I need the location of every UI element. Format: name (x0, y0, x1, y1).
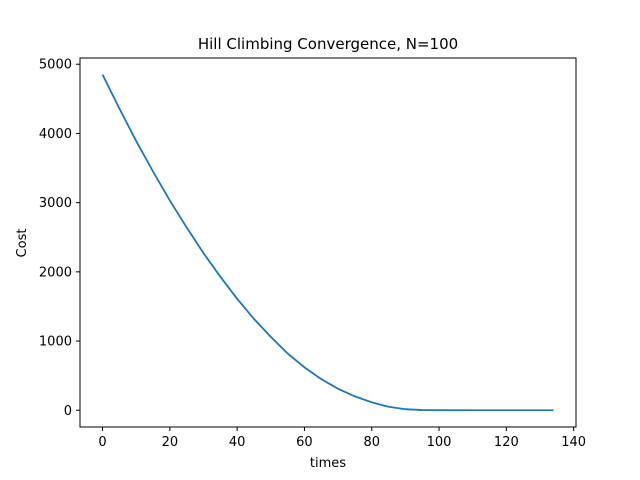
x-tick-label: 120 (494, 435, 519, 450)
x-tick-label: 0 (98, 435, 106, 450)
y-tick-label: 3000 (39, 196, 72, 211)
x-axis-label: times (310, 456, 346, 471)
x-tick-label: 20 (162, 435, 179, 450)
y-tick-label: 2000 (39, 265, 72, 280)
x-tick-label: 100 (427, 435, 452, 450)
x-tick-label: 40 (229, 435, 246, 450)
y-tick-label: 1000 (39, 335, 72, 350)
series-line-0 (101, 74, 554, 412)
axes-frame (79, 57, 577, 428)
y-tick-label: 0 (64, 404, 72, 419)
chart-title: Hill Climbing Convergence, N=100 (198, 35, 458, 53)
x-axis-ticks: 0 20 40 60 80 100 120 140 (98, 427, 586, 450)
y-tick-label: 5000 (39, 58, 72, 73)
y-tick-label: 4000 (39, 127, 72, 142)
y-axis-label: Cost (15, 229, 30, 258)
y-axis-ticks: 0 1000 2000 3000 4000 5000 (39, 58, 80, 419)
plot-area (101, 74, 554, 412)
x-tick-label: 80 (363, 435, 380, 450)
x-tick-label: 60 (296, 435, 313, 450)
x-tick-label: 140 (561, 435, 586, 450)
